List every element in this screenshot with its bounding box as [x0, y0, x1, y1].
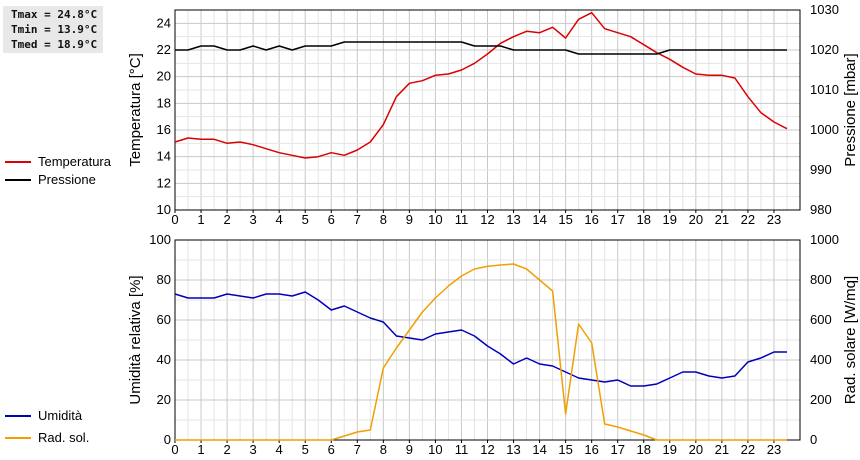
x-tick-label: 18	[637, 212, 651, 227]
legend-label: Umidità	[38, 408, 83, 423]
x-tick-label: 5	[302, 442, 309, 457]
legend-label: Rad. sol.	[38, 430, 89, 445]
x-tick-label: 9	[406, 442, 413, 457]
x-tick-label: 21	[715, 212, 729, 227]
x-tick-label: 10	[428, 212, 442, 227]
x-tick-label: 23	[767, 212, 781, 227]
y-right-tick-label: 600	[810, 312, 832, 327]
x-tick-label: 11	[455, 442, 469, 457]
x-tick-label: 0	[171, 212, 178, 227]
y-right-tick-label: 0	[810, 432, 817, 447]
y-right-tick-label: 1030	[810, 2, 839, 17]
x-tick-label: 15	[558, 442, 572, 457]
y-left-tick-label: 22	[157, 42, 171, 57]
x-tick-label: 5	[302, 212, 309, 227]
x-tick-label: 20	[689, 212, 703, 227]
x-tick-label: 2	[223, 442, 230, 457]
x-tick-label: 3	[250, 212, 257, 227]
y-right-axis-label: Rad. solare [W/mq]	[842, 276, 859, 404]
y-right-tick-label: 1020	[810, 42, 839, 57]
x-tick-label: 10	[428, 442, 442, 457]
y-right-tick-label: 980	[810, 202, 832, 217]
x-tick-label: 17	[610, 212, 624, 227]
y-left-tick-label: 12	[157, 175, 171, 190]
legend-label: Pressione	[38, 172, 96, 187]
y-left-tick-label: 16	[157, 122, 171, 137]
x-tick-label: 6	[328, 212, 335, 227]
x-tick-label: 7	[354, 442, 361, 457]
y-right-tick-label: 1000	[810, 232, 839, 247]
y-right-tick-label: 800	[810, 272, 832, 287]
y-left-tick-label: 24	[157, 15, 171, 30]
tmin-label: Tmin = 13.9°C	[11, 23, 98, 36]
x-tick-label: 19	[663, 442, 677, 457]
x-tick-label: 7	[354, 212, 361, 227]
y-left-tick-label: 20	[157, 392, 171, 407]
y-right-axis-label: Pressione [mbar]	[842, 53, 859, 166]
tmed-label: Tmed = 18.9°C	[11, 38, 98, 51]
x-tick-label: 4	[276, 442, 283, 457]
x-tick-label: 17	[610, 442, 624, 457]
y-right-tick-label: 200	[810, 392, 832, 407]
x-tick-label: 1	[197, 442, 204, 457]
y-left-tick-label: 60	[157, 312, 171, 327]
series-line-pressione	[175, 41, 787, 55]
y-right-tick-label: 1010	[810, 82, 839, 97]
x-tick-label: 14	[532, 212, 546, 227]
x-tick-label: 15	[558, 212, 572, 227]
x-tick-label: 6	[328, 442, 335, 457]
legend-label: Temperatura	[38, 154, 112, 169]
y-left-tick-label: 0	[164, 432, 171, 447]
series-line-temperatura	[174, 11, 788, 159]
y-left-tick-label: 100	[149, 232, 171, 247]
y-left-tick-label: 14	[157, 149, 171, 164]
x-tick-label: 1	[197, 212, 204, 227]
series-line-umidit	[174, 291, 787, 387]
x-tick-label: 23	[767, 442, 781, 457]
y-left-tick-label: 20	[157, 69, 171, 84]
x-tick-label: 8	[380, 442, 387, 457]
x-tick-label: 18	[637, 442, 651, 457]
y-left-axis-label: Temperatura [°C]	[127, 53, 144, 167]
series-line-rad-sol	[175, 263, 787, 441]
y-right-tick-label: 990	[810, 162, 832, 177]
y-left-tick-label: 10	[157, 202, 171, 217]
x-tick-label: 16	[584, 212, 598, 227]
x-tick-label: 16	[584, 442, 598, 457]
tmax-label: Tmax = 24.8°C	[11, 8, 98, 21]
y-left-tick-label: 40	[157, 352, 171, 367]
x-tick-label: 13	[506, 212, 520, 227]
y-right-tick-label: 400	[810, 352, 832, 367]
x-tick-label: 13	[506, 442, 520, 457]
x-tick-label: 12	[480, 212, 494, 227]
x-tick-label: 9	[406, 212, 413, 227]
y-left-tick-label: 18	[157, 95, 171, 110]
x-tick-label: 4	[276, 212, 283, 227]
x-tick-label: 20	[689, 442, 703, 457]
x-tick-label: 11	[455, 212, 469, 227]
x-tick-label: 2	[223, 212, 230, 227]
x-tick-label: 14	[532, 442, 546, 457]
x-tick-label: 0	[171, 442, 178, 457]
x-tick-label: 3	[250, 442, 257, 457]
x-tick-label: 19	[663, 212, 677, 227]
stats-box: Tmax = 24.8°C Tmin = 13.9°C Tmed = 18.9°…	[3, 6, 103, 53]
x-tick-label: 21	[715, 442, 729, 457]
y-right-tick-label: 1000	[810, 122, 839, 137]
y-left-axis-label: Umidità relativa [%]	[127, 275, 144, 404]
y-left-tick-label: 80	[157, 272, 171, 287]
x-tick-label: 22	[741, 212, 755, 227]
x-tick-label: 12	[480, 442, 494, 457]
x-tick-label: 22	[741, 442, 755, 457]
x-tick-label: 8	[380, 212, 387, 227]
